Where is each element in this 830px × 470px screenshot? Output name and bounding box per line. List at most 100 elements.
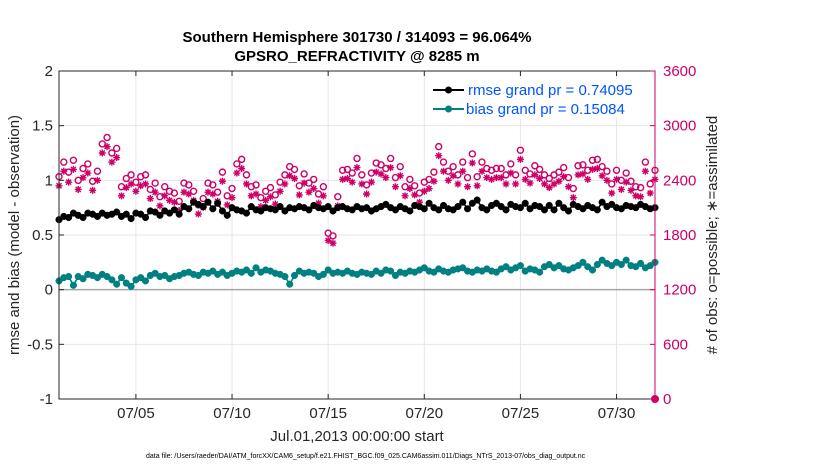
- obs-possible-point: [242, 171, 251, 179]
- obs-assimilated-point: [502, 180, 510, 188]
- obs-assimilated-point: [218, 177, 226, 185]
- obs-assimilated-point: [627, 186, 635, 194]
- bias-point: [194, 271, 202, 280]
- obs-possible-point: [636, 183, 645, 192]
- obs-assimilated-point: [209, 190, 217, 198]
- rmse-point: [473, 196, 481, 204]
- bias-point: [137, 274, 145, 282]
- obs-assimilated-point: [420, 187, 428, 195]
- bias-point: [617, 260, 625, 269]
- obs-possible-point: [622, 169, 630, 177]
- rmse-point: [363, 204, 371, 212]
- bias-point: [646, 262, 654, 270]
- obs-possible-point: [334, 193, 342, 201]
- obs-possible-point: [69, 156, 78, 164]
- legend-rmse-label: rmse grand pr = 0.74095: [468, 82, 633, 99]
- x-axis-label: Jul.01,2013 00:00:00 start: [270, 428, 444, 445]
- obs-assimilated-point: [65, 178, 73, 186]
- obs-possible-point: [545, 174, 553, 183]
- rmse-point: [242, 209, 251, 217]
- obs-assimilated-point: [127, 180, 135, 188]
- rmse-point: [521, 199, 529, 207]
- rmse-point: [435, 206, 443, 214]
- obs-possible-point: [521, 166, 529, 175]
- rmse-point: [420, 205, 428, 213]
- x-tick-label: 07/30: [598, 405, 636, 422]
- obs-assimilated-point: [555, 177, 563, 185]
- obs-assimilated-point: [435, 152, 443, 160]
- bias-point: [584, 263, 592, 271]
- obs-assimilated-point: [89, 186, 97, 194]
- rmse-point: [276, 203, 284, 211]
- obs-possible-point: [348, 169, 356, 177]
- obs-assimilated-point: [329, 239, 337, 247]
- obs-possible-point: [454, 171, 462, 179]
- obs-assimilated-point: [113, 154, 121, 162]
- rmse-point: [122, 210, 130, 218]
- bias-point: [632, 263, 640, 271]
- rmse-point: [526, 205, 534, 213]
- obs-assimilated-point: [377, 170, 385, 178]
- obs-possible-point: [608, 180, 616, 188]
- obs-possible-point: [84, 160, 92, 168]
- rmse-point: [281, 207, 289, 215]
- x-tick-label: 07/10: [213, 405, 251, 422]
- bias-point: [252, 264, 260, 272]
- y-axis-left-label: rmse and bias (model - observation): [6, 115, 23, 355]
- rmse-point: [257, 207, 265, 215]
- bias-point: [579, 258, 587, 266]
- x-tick-label: 07/15: [309, 405, 347, 422]
- obs-assimilated-point: [526, 179, 534, 187]
- obs-possible-point: [112, 144, 121, 153]
- y-left-tick-label: 2: [45, 63, 53, 80]
- rmse-point: [516, 204, 524, 212]
- bias-point: [310, 269, 318, 277]
- bias-point: [79, 275, 87, 283]
- obs-assimilated-point: [93, 176, 101, 184]
- obs-assimilated-point: [507, 169, 515, 177]
- bias-point: [430, 268, 438, 276]
- obs-assimilated-point: [589, 165, 597, 173]
- y-right-tick-label: 0: [663, 391, 671, 408]
- obs-assimilated-point: [608, 189, 616, 197]
- y-left-tick-label: 1.5: [32, 118, 53, 135]
- obs-assimilated-point: [300, 179, 308, 187]
- obs-possible-point: [574, 162, 582, 170]
- bias-point: [141, 277, 150, 285]
- bias-point: [242, 266, 251, 274]
- obs-assimilated-point: [353, 164, 361, 172]
- rmse-point: [540, 206, 549, 214]
- rmse-point: [209, 205, 217, 213]
- obs-assimilated-point: [295, 191, 303, 199]
- obs-assimilated-point: [247, 192, 255, 200]
- obs-assimilated-point: [339, 175, 347, 183]
- obs-possible-point: [156, 193, 164, 201]
- bias-point: [459, 264, 467, 272]
- obs-assimilated-point: [204, 188, 212, 196]
- obs-assimilated-point: [286, 172, 294, 180]
- obs-possible-point: [310, 175, 318, 184]
- y-right-tick-label: 2400: [663, 172, 696, 189]
- obs-assimilated-point: [579, 170, 587, 178]
- rmse-point: [579, 205, 587, 213]
- rmse-point: [483, 206, 491, 214]
- obs-assimilated-point: [516, 155, 524, 163]
- rmse-point: [449, 206, 457, 214]
- obs-assimilated-point: [464, 183, 472, 191]
- obs-assimilated-point: [276, 187, 284, 195]
- obs-possible-point: [584, 166, 592, 175]
- bias-point: [122, 279, 130, 287]
- obs-possible-point: [627, 177, 635, 185]
- obs-assimilated-point: [358, 180, 366, 188]
- obs-possible-point: [492, 164, 501, 173]
- obs-assimilated-point: [185, 190, 193, 198]
- bias-point: [151, 269, 159, 277]
- y-left-tick-label: -0.5: [27, 336, 53, 353]
- rmse-point: [165, 209, 174, 217]
- obs-assimilated-point: [84, 169, 92, 177]
- obs-possible-point: [103, 133, 111, 142]
- obs-assimilated-point: [146, 195, 154, 203]
- obs-assimilated-point: [387, 164, 395, 172]
- obs-possible-point: [535, 165, 544, 174]
- obs-assimilated-point: [430, 177, 438, 185]
